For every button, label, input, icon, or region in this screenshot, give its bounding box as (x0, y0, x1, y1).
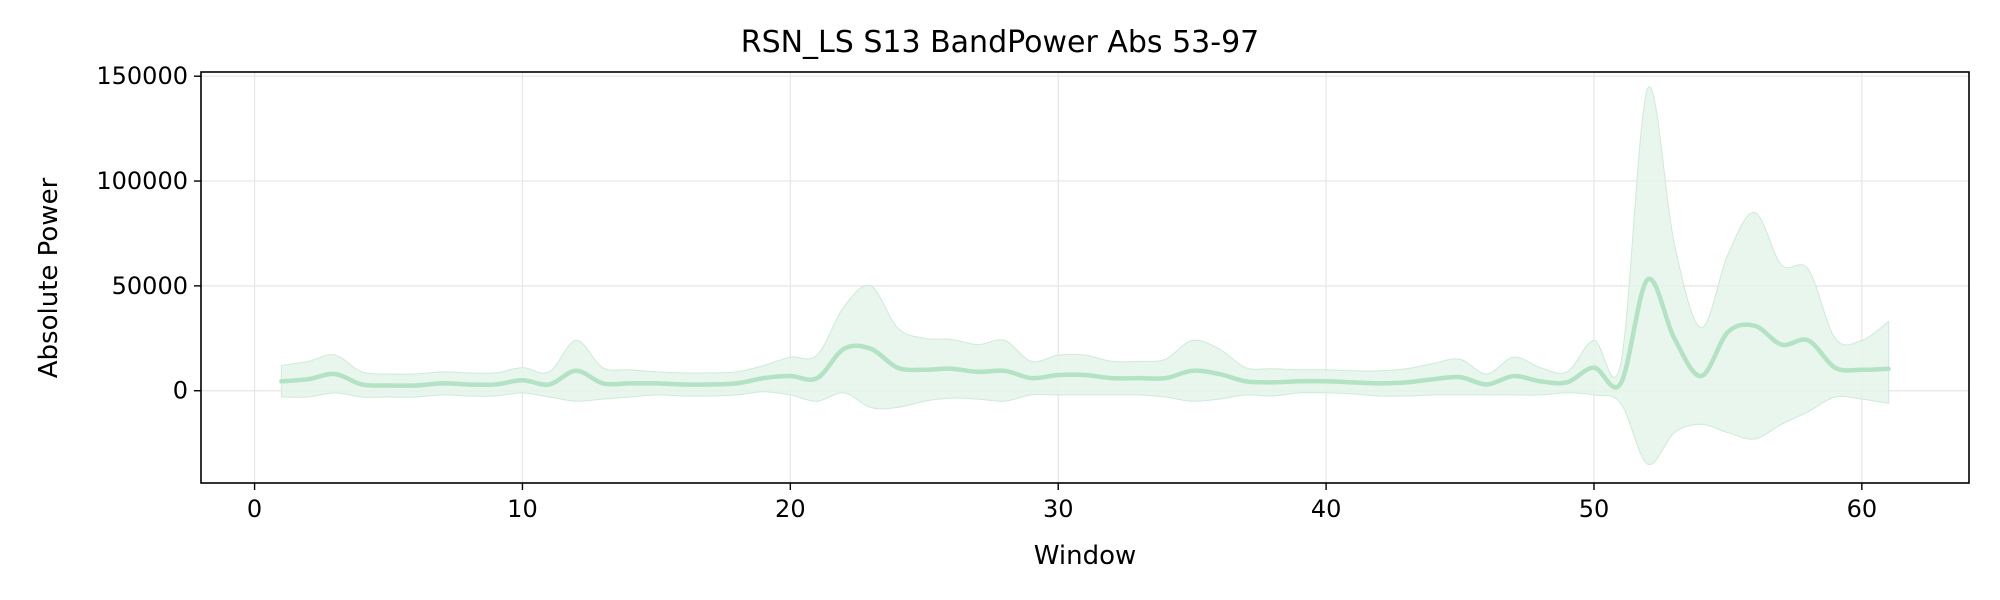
x-tick-label: 40 (1311, 495, 1342, 523)
x-tick-label: 60 (1847, 495, 1878, 523)
x-axis-label: Window (1034, 541, 1137, 571)
series-lines (279, 276, 1891, 390)
x-tick-label: 30 (1043, 495, 1074, 523)
plot-frame (200, 71, 1970, 484)
y-tick-label: 100000 (96, 167, 188, 195)
x-tick-label: 20 (775, 495, 806, 523)
y-tick-label: 0 (173, 377, 188, 405)
y-tick-label: 150000 (96, 62, 188, 90)
chart-title: RSN_LS S13 BandPower Abs 53-97 (741, 25, 1260, 60)
axis-ticks: 0 10 20 30 40 50 60 0 50000 100000 150000 (96, 62, 1877, 523)
x-tick-label: 0 (247, 495, 262, 523)
y-tick-label: 50000 (112, 272, 188, 300)
series-line-0 (279, 276, 1891, 390)
x-tick-label: 10 (507, 495, 538, 523)
y-axis-label: Absolute Power (34, 177, 64, 378)
confidence-band (280, 86, 1890, 465)
series-band-0 (280, 86, 1890, 465)
x-tick-label: 50 (1579, 495, 1610, 523)
